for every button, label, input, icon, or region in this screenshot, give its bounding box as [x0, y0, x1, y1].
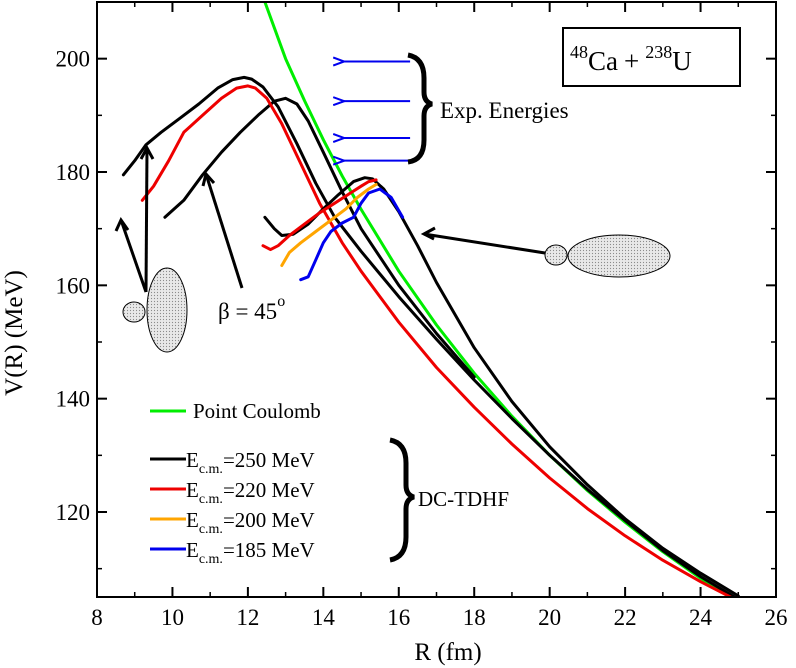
- dc-tdhf-brace: [389, 437, 415, 563]
- small-nucleus: [122, 301, 146, 323]
- arrow-to-side-curve-head: [420, 226, 436, 241]
- u-symbol: U: [672, 46, 692, 76]
- exp-energies-brace: [407, 52, 433, 165]
- arrow-to-beta-curve-head: [201, 170, 216, 187]
- dc-tdhf-label: DC-TDHF: [418, 487, 509, 511]
- ca-symbol: Ca: [588, 46, 618, 76]
- legend-cm-subscript: c.m.: [199, 552, 223, 567]
- y-axis-label: V(R) (MeV): [1, 270, 28, 396]
- legend-label-185-mev: Ec.m.=185 MeV: [186, 538, 315, 567]
- x-tick-label: 18: [463, 605, 486, 630]
- deformed-nucleus-horizontal: [567, 234, 671, 278]
- legend-energy-value: =185 MeV: [223, 538, 315, 562]
- arrow-to-side-curve: [423, 232, 546, 255]
- series-line-250-mev-tip: [263, 176, 740, 597]
- svg-text:48Ca+238U: 48Ca +238U: [570, 42, 692, 76]
- y-tick-label: 120: [56, 500, 91, 525]
- deformed-nucleus-vertical: [146, 267, 188, 353]
- legend-energy-value: =250 MeV: [223, 448, 315, 472]
- arrow-to-beta-curve: [204, 173, 244, 289]
- legend-label-220-mev: Ec.m.=220 MeV: [186, 478, 315, 507]
- pointer-arrows: [114, 144, 546, 293]
- x-tick-label: 24: [689, 605, 713, 630]
- reaction-label: 48Ca +238U: [562, 27, 741, 87]
- series-line-185-mev: [299, 187, 405, 282]
- exp-energies-label: Exp. Energies: [440, 98, 569, 123]
- u-mass-number: 238: [645, 42, 672, 62]
- legend-label-point-coulomb: Point Coulomb: [193, 399, 321, 423]
- legend-e-symbol: E: [186, 448, 199, 472]
- x-tick-label: 10: [161, 605, 184, 630]
- series-layer: [121, 2, 740, 597]
- legend-label-250-mev: Ec.m.=250 MeV: [186, 448, 315, 477]
- legend-cm-subscript: c.m.: [199, 492, 223, 507]
- x-tick-label: 16: [387, 605, 410, 630]
- series-line-220-mev-tip: [261, 178, 378, 252]
- beta-main: β = 45: [218, 299, 277, 324]
- reaction-box: [562, 27, 741, 87]
- y-tick-label: 180: [56, 160, 91, 185]
- legend-cm-subscript: c.m.: [199, 522, 223, 537]
- arrow-to-tip-curve-head: [114, 216, 130, 232]
- x-tick-label: 8: [91, 605, 103, 630]
- legend-energy-value: =220 MeV: [223, 478, 315, 502]
- x-axis-label: R (fm): [414, 639, 481, 666]
- arrow-to-tip-curve: [119, 219, 148, 293]
- beta-degree: o: [277, 293, 285, 310]
- side-orientation-nuclei: [544, 234, 671, 278]
- x-tick-label: 12: [236, 605, 259, 630]
- x-tick-label: 14: [312, 605, 336, 630]
- exp-energy-arrows: [344, 62, 411, 161]
- legend-energy-value: =200 MeV: [223, 508, 315, 532]
- tip-orientation-nuclei: [122, 267, 188, 353]
- arrow-to-250-curve: [144, 147, 149, 293]
- series-line-200-mev: [280, 183, 378, 267]
- series-line-220-mev: [140, 84, 734, 597]
- beta-label: β = 45o: [218, 293, 285, 324]
- legend-e-symbol: E: [186, 508, 199, 532]
- x-tick-label: 20: [538, 605, 561, 630]
- series-line-250-mev-45: [163, 96, 476, 379]
- small-nucleus-side: [544, 244, 568, 266]
- ca-mass-number: 48: [570, 42, 588, 62]
- series-line-250-mev: [121, 75, 738, 597]
- y-tick-label: 140: [56, 387, 91, 412]
- series-line-point-coulomb: [263, 2, 733, 597]
- axes: 8 10 12 14 16 18 20 22 24 26 120 140 160 180 200: [56, 1, 788, 630]
- plus-sign: +: [624, 46, 639, 76]
- arrow-to-250-curve-head: [139, 144, 155, 160]
- legend-label-200-mev: Ec.m.=200 MeV: [186, 508, 315, 537]
- legend-e-symbol: E: [186, 478, 199, 502]
- x-tick-label: 22: [614, 605, 637, 630]
- y-tick-label: 200: [56, 47, 91, 72]
- x-tick-label: 26: [765, 605, 788, 630]
- legend-e-symbol: E: [186, 538, 199, 562]
- legend-cm-subscript: c.m.: [199, 462, 223, 477]
- y-tick-label: 160: [56, 273, 91, 298]
